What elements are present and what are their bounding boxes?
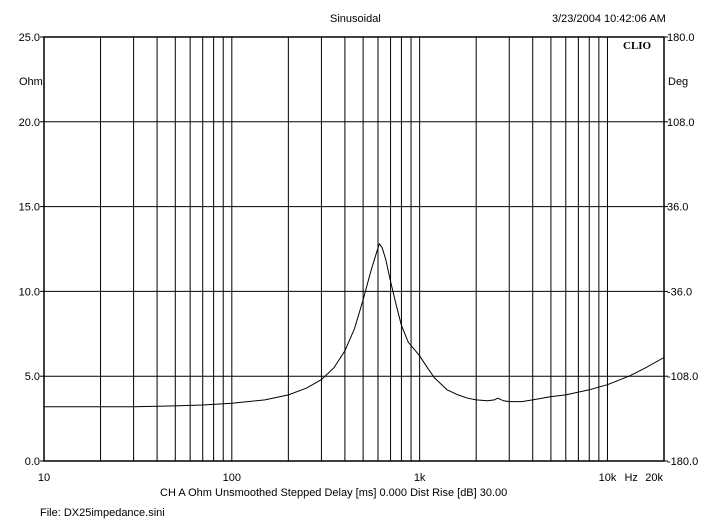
clio-logo: CLIO (623, 40, 652, 52)
x-tick-label: 1k (414, 472, 426, 484)
y-left-tick-label: 20.0 (19, 117, 40, 129)
x-tick-label: 100 (223, 472, 241, 484)
y-right-tick-label: 36.0 (667, 202, 688, 214)
x-tick-label: 20k (645, 472, 663, 484)
y-right-tick-label: 108.0 (667, 117, 695, 129)
y-left-tick-label: 10.0 (19, 286, 40, 298)
y-left-tick-label: 0.0 (25, 456, 40, 468)
y-left-unit-label: Ohm (19, 76, 43, 88)
y-right-tick-label: -36.0 (667, 286, 692, 298)
y-right-tick-label: 180.0 (667, 32, 695, 44)
chart-title: Sinusoidal (330, 13, 381, 25)
y-right-unit-label: Deg (668, 76, 688, 88)
settings-line: CH A Ohm Unsmoothed Stepped Delay [ms] 0… (160, 487, 508, 499)
file-name: File: DX25impedance.sini (40, 507, 165, 519)
y-right-tick-label: -108.0 (667, 371, 698, 383)
x-tick-label: 10k (599, 472, 617, 484)
timestamp: 3/23/2004 10:42:06 AM (552, 13, 666, 25)
x-unit-label: Hz (624, 472, 637, 484)
y-right-tick-label: -180.0 (667, 456, 698, 468)
plot-frame (43, 36, 665, 462)
y-left-tick-label: 25.0 (19, 32, 40, 44)
y-left-tick-label: 15.0 (19, 202, 40, 214)
impedance-curve (44, 242, 665, 408)
y-left-tick-label: 5.0 (25, 371, 40, 383)
x-tick-label: 10 (38, 472, 50, 484)
